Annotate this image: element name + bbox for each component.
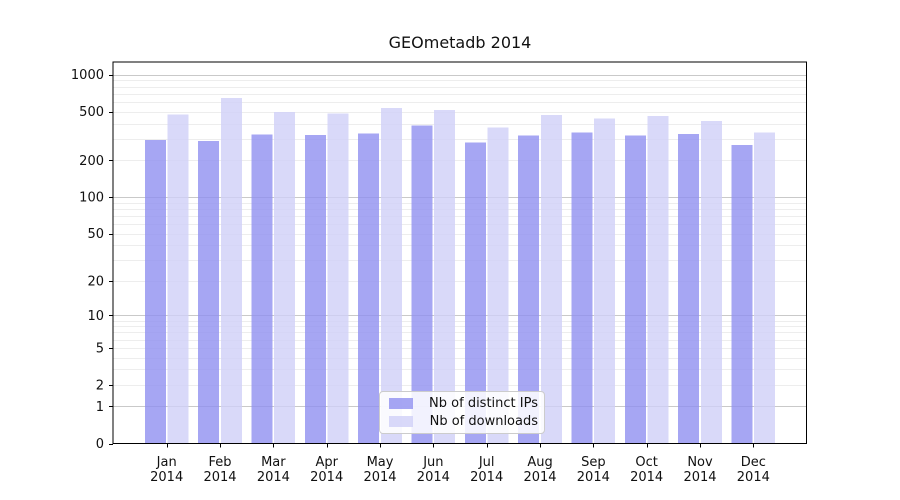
bar-downloads (167, 114, 189, 444)
legend-swatch (389, 415, 413, 427)
bar-distinct-ips (198, 141, 220, 444)
bar-downloads (647, 115, 669, 444)
x-tick-label-year: 2014 (577, 470, 610, 485)
y-tick-label: 20 (87, 274, 104, 289)
bar-downloads (274, 111, 296, 444)
x-tick-label-year: 2014 (683, 470, 716, 485)
bar-downloads (540, 114, 562, 444)
legend-item: Nb of distinct IPs (389, 396, 538, 411)
x-tick-label-year: 2014 (150, 470, 183, 485)
bar-downloads (434, 109, 456, 444)
bar-distinct-ips (518, 135, 540, 444)
bar-distinct-ips (571, 132, 593, 444)
bar-downloads (594, 118, 616, 444)
x-tick-label-month: Jan (156, 455, 177, 470)
legend: Nb of distinct IPs Nb of downloads (379, 391, 545, 434)
chart-title: GEOmetadb 2014 (388, 33, 532, 52)
bar-downloads (220, 98, 242, 444)
x-tick-label-year: 2014 (203, 470, 236, 485)
legend-label: Nb of distinct IPs (429, 396, 538, 412)
y-tick-label: 1 (96, 400, 104, 415)
bar-downloads (700, 120, 722, 444)
x-tick-label-year: 2014 (630, 470, 663, 485)
x-tick-label-month: Sep (581, 455, 606, 470)
bar-distinct-ips (624, 135, 646, 444)
bar-distinct-ips (731, 145, 753, 444)
y-tick-label: 200 (79, 154, 104, 169)
bar-downloads (327, 113, 349, 444)
x-tick-label-month: Nov (687, 455, 713, 470)
x-tick-label-month: Aug (527, 455, 552, 470)
bar-distinct-ips (464, 142, 486, 444)
bar-downloads (754, 132, 776, 444)
legend-swatch (389, 398, 413, 410)
y-tick-label: 2 (96, 378, 104, 393)
x-tick-label-month: Jul (478, 455, 495, 470)
legend-item: Nb of downloads (389, 414, 538, 429)
x-tick-label-month: Mar (261, 455, 286, 470)
bar-distinct-ips (358, 133, 380, 444)
y-tick-label: 5 (96, 341, 104, 356)
x-tick-label-month: Jun (422, 455, 443, 470)
axes-frame (112, 61, 807, 444)
bar-downloads (487, 127, 509, 444)
bar-distinct-ips (144, 139, 166, 444)
x-tick-label-year: 2014 (737, 470, 770, 485)
x-tick-label-month: Dec (741, 455, 766, 470)
x-tick-label-month: May (367, 455, 394, 470)
y-tick-label: 10 (87, 309, 104, 324)
y-tick-label: 100 (79, 191, 104, 206)
x-tick-label-year: 2014 (523, 470, 556, 485)
bar-distinct-ips (251, 134, 273, 444)
x-tick-label-month: Apr (315, 455, 338, 470)
y-tick-label: 50 (87, 227, 104, 242)
x-tick-label-year: 2014 (363, 470, 396, 485)
x-tick-label-month: Feb (209, 455, 232, 470)
bar-downloads (380, 107, 402, 444)
x-tick-label-year: 2014 (257, 470, 290, 485)
y-tick-label: 1000 (71, 68, 104, 83)
bar-distinct-ips (678, 133, 700, 444)
x-tick-label-month: Oct (635, 455, 657, 470)
x-tick-label-year: 2014 (470, 470, 503, 485)
bar-distinct-ips (411, 125, 433, 444)
legend-label: Nb of downloads (429, 413, 538, 429)
y-tick-label: 500 (79, 105, 104, 120)
x-tick-label-year: 2014 (417, 470, 450, 485)
x-tick-label-year: 2014 (310, 470, 343, 485)
bar-distinct-ips (304, 135, 326, 444)
y-tick-label: 0 (96, 437, 104, 452)
